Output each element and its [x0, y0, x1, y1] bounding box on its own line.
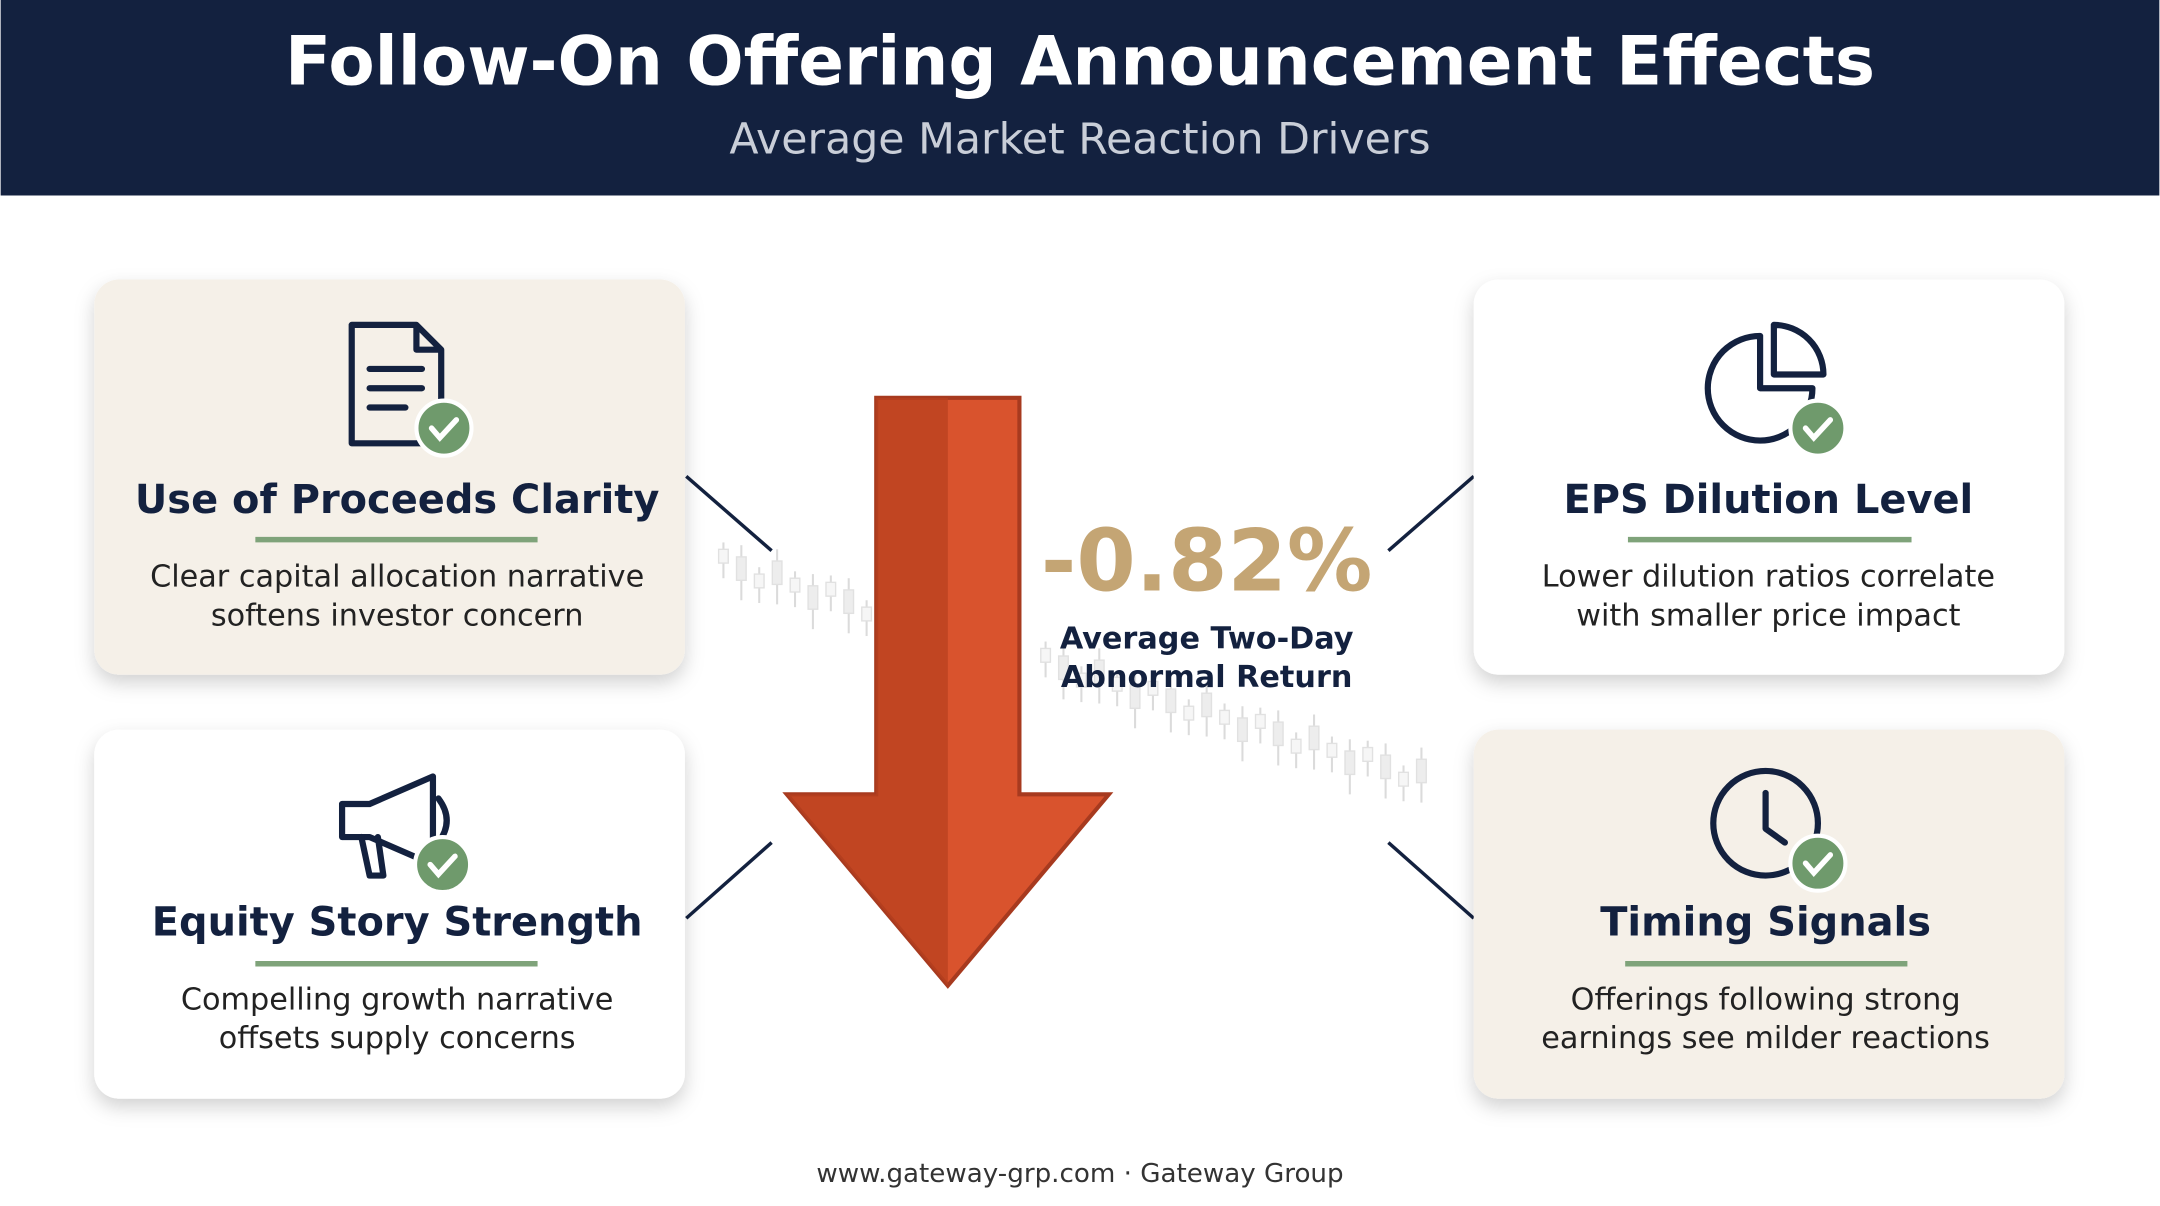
card-text: with smaller price impact — [1576, 598, 1960, 633]
candle-body — [1057, 655, 1069, 681]
card-title: EPS Dilution Level — [1563, 477, 1973, 523]
candle-body — [1344, 750, 1356, 776]
candle-body — [1398, 771, 1410, 787]
badge-tick — [1802, 852, 1834, 877]
document-icon — [348, 321, 445, 447]
candle-body — [1272, 721, 1284, 747]
candle-body — [735, 556, 747, 581]
badge-tick — [427, 853, 458, 879]
candle-body — [1308, 725, 1320, 751]
card-text: earnings see milder reactions — [1541, 1021, 1990, 1056]
card-text: Lower dilution ratios correlate — [1542, 560, 1995, 595]
background-candles — [717, 542, 1427, 803]
candle-body — [789, 577, 801, 593]
badge-circle — [414, 398, 474, 458]
connectors — [685, 475, 1475, 920]
card-text: softens investor concern — [211, 598, 584, 633]
candle-body — [1147, 680, 1159, 696]
candle-body — [1040, 647, 1052, 663]
candle-body — [771, 560, 783, 586]
candle-body — [1219, 709, 1231, 725]
candle-body — [843, 589, 855, 615]
candle-body — [1362, 746, 1374, 763]
candle-body — [1290, 738, 1302, 754]
card-title: Equity Story Strength — [152, 900, 643, 946]
badge-tick — [1802, 417, 1834, 442]
card: Use of Proceeds Clarity Clear capital al… — [94, 279, 685, 675]
card: Equity Story Strength Compelling growth … — [94, 729, 685, 1099]
candle-body — [717, 548, 729, 564]
card-text: Compelling growth narrative — [181, 982, 614, 1017]
down-arrow — [782, 395, 1114, 989]
candle-body — [1129, 684, 1141, 710]
subtitle: Average Market Reaction Drivers — [729, 114, 1430, 164]
candle-body — [1075, 672, 1087, 688]
title: Follow-On Offering Announcement Effects — [285, 22, 1875, 101]
check-badge — [1788, 398, 1848, 458]
candle-body — [825, 581, 837, 597]
card: EPS Dilution Level Lower dilution ratios… — [1473, 279, 2065, 675]
candle-body — [1326, 742, 1338, 758]
center-label: Abnormal Return — [1061, 660, 1353, 695]
check-badge — [412, 834, 473, 895]
candle-body — [1111, 676, 1123, 692]
card-text: Clear capital allocation narrative — [150, 560, 644, 595]
footer: www.gateway-grp.com · Gateway Group — [816, 1159, 1343, 1189]
check-badge — [1788, 833, 1848, 893]
badge-circle — [412, 834, 473, 895]
candle-body — [807, 585, 819, 610]
badge-circle — [1788, 398, 1848, 458]
candle-body — [861, 606, 873, 622]
candle-body — [1201, 692, 1213, 718]
card-title: Use of Proceeds Clarity — [135, 477, 659, 523]
candle-body — [1254, 713, 1266, 729]
clock-icon — [1710, 767, 1822, 879]
center-label: Average Two-Day — [1060, 622, 1354, 657]
candle-body — [1183, 705, 1195, 721]
check-badge — [414, 398, 474, 458]
candle-body — [1380, 754, 1392, 780]
card: Timing Signals Offerings following stron… — [1473, 729, 2065, 1099]
candle-body — [1165, 688, 1177, 714]
candle-body — [1415, 758, 1427, 784]
candle-body — [1093, 659, 1105, 685]
center-value: -0.82% — [1041, 513, 1373, 612]
candle-body — [753, 573, 765, 589]
card-text: offsets supply concerns — [219, 1021, 576, 1056]
card-title: Timing Signals — [1600, 900, 1931, 946]
badge-tick — [428, 417, 460, 442]
header-bar — [0, 0, 2160, 196]
card-text: Offerings following strong — [1571, 982, 1961, 1017]
badge-circle — [1788, 833, 1848, 893]
candle-body — [1236, 717, 1248, 743]
